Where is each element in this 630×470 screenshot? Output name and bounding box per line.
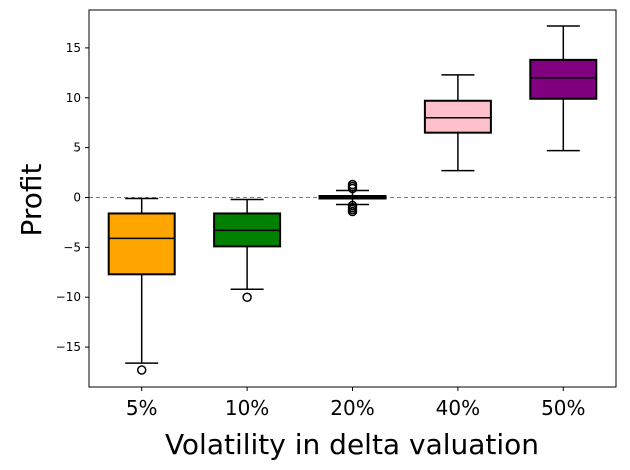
- y-tick-label: 10: [66, 91, 81, 105]
- x-axis-title: Volatility in delta valuation: [165, 428, 539, 461]
- box-10%: [213, 198, 282, 302]
- y-tick-label: −10: [56, 290, 81, 304]
- x-tick-label: 50%: [541, 396, 585, 420]
- x-tick-label: 10%: [225, 396, 269, 420]
- y-axis: −15 −10 −5 0 5 10 15: [56, 41, 89, 354]
- outlier-point: [347, 179, 358, 190]
- outlier-point: [347, 200, 358, 211]
- y-tick-label: −15: [56, 340, 81, 354]
- outlier-point: [136, 365, 147, 375]
- box-body: [423, 99, 492, 134]
- plot-area: [89, 25, 616, 375]
- x-axis: 5% 10% 20% 40% 50%: [126, 387, 586, 420]
- x-tick-label: 40%: [436, 396, 480, 420]
- y-tick-label: −5: [63, 240, 81, 254]
- y-tick-label: 15: [66, 41, 81, 55]
- box-body: [107, 212, 176, 276]
- y-tick-label: 0: [73, 191, 81, 205]
- outlier-point: [242, 292, 252, 302]
- box-body: [529, 58, 598, 100]
- box-5%: [107, 197, 176, 375]
- y-axis-title: Profit: [15, 163, 48, 236]
- y-tick-label: 5: [73, 141, 81, 155]
- box-20%: [318, 179, 387, 217]
- box-40%: [423, 74, 492, 172]
- x-tick-label: 20%: [330, 396, 374, 420]
- x-tick-label: 5%: [126, 396, 158, 420]
- box-50%: [529, 25, 598, 152]
